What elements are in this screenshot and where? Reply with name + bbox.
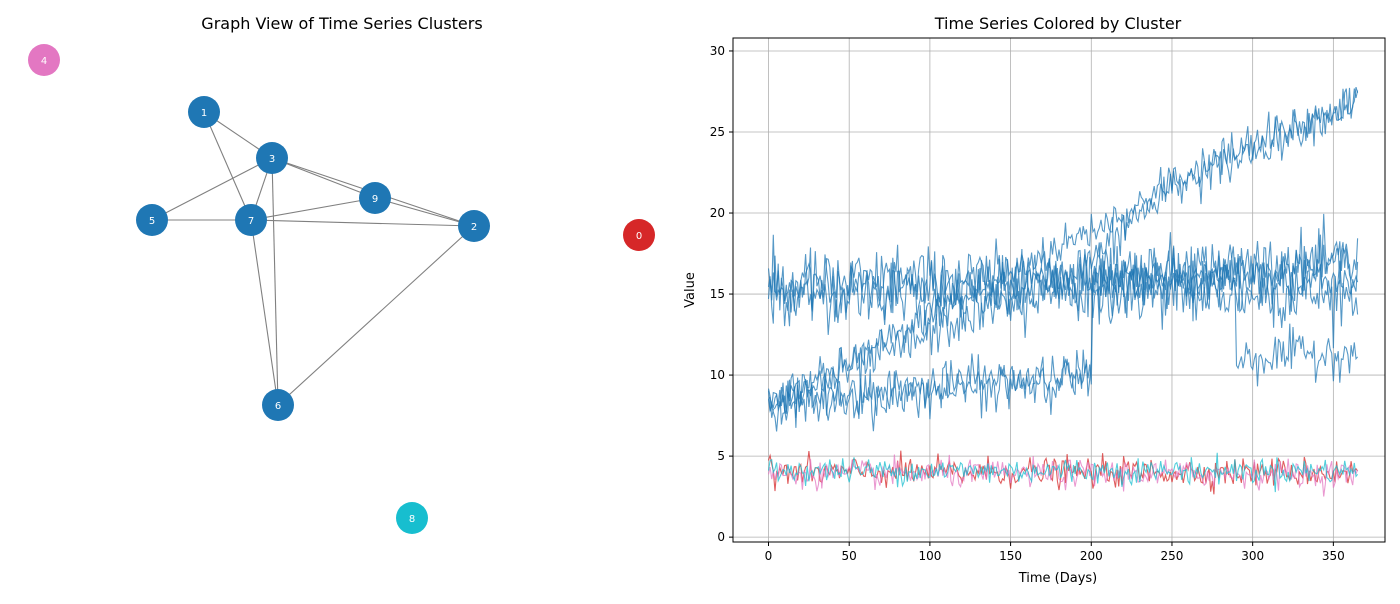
graph-node-label: 1: [201, 108, 207, 119]
series-line-8: [767, 454, 1359, 497]
x-axis-label: Time (Days): [1018, 571, 1098, 586]
plot-frame: [732, 37, 1386, 543]
x-tick-label: 50: [842, 549, 857, 563]
y-tick-label: 5: [717, 449, 725, 463]
graph-node-0: 0: [623, 219, 655, 251]
graph-edge-7-2: [250, 219, 475, 227]
x-tick-label: 200: [1080, 549, 1103, 563]
graph-node-label: 9: [372, 194, 378, 205]
graph-node-label: 4: [41, 56, 47, 67]
graph-node-label: 2: [471, 222, 477, 233]
x-tick-label: 300: [1241, 549, 1264, 563]
graph-node-label: 3: [269, 154, 275, 165]
graph-node-label: 6: [275, 401, 281, 412]
graph-node-label: 8: [409, 514, 415, 525]
graph-node-5: 5: [136, 204, 168, 236]
x-tick-label: 100: [918, 549, 941, 563]
y-axis-label: Value: [683, 272, 698, 308]
graph-edge-9-2: [374, 197, 475, 227]
graph-edge-7-9: [250, 197, 376, 221]
graph-node-circle: [458, 210, 490, 242]
graph-edge-1-7: [203, 111, 252, 221]
y-tick-label: 25: [710, 125, 725, 139]
graph-node-8: 8: [396, 502, 428, 534]
graph-edges: [151, 111, 475, 406]
y-tick-label: 0: [717, 530, 725, 544]
series-line-6: [768, 246, 1359, 432]
graph-node-1: 1: [188, 96, 220, 128]
graph-edge-3-9: [271, 157, 376, 199]
graph-edge-3-5: [151, 157, 273, 221]
graph-node-circle: [136, 204, 168, 236]
graph-node-6: 6: [262, 389, 294, 421]
x-tick-label: 0: [765, 549, 773, 563]
y-tick-label: 30: [710, 44, 725, 58]
graph-node-2: 2: [458, 210, 490, 242]
graph-node-label: 5: [149, 216, 155, 227]
graph-node-circle: [235, 204, 267, 236]
graph-nodes: 0 1 2 3 4 5 6 7 8 9: [28, 44, 655, 534]
x-tick-label: 150: [999, 549, 1022, 563]
graph-node-circle: [396, 502, 428, 534]
y-axis-ticks: 0 5 10 15 20 25 30: [710, 44, 733, 544]
x-tick-label: 250: [1161, 549, 1184, 563]
graph-node-circle: [359, 182, 391, 214]
timeseries-panel: Time Series Colored by Cluster 0 50 100 150…: [683, 14, 1386, 586]
graph-edge-7-6: [250, 219, 279, 406]
series-line-4: [767, 86, 1359, 413]
graph-node-circle: [188, 96, 220, 128]
y-tick-label: 10: [710, 368, 725, 382]
graph-node-circle: [28, 44, 60, 76]
series-line-5: [767, 234, 1359, 428]
graph-node-circle: [262, 389, 294, 421]
series-line-1: [767, 244, 1359, 338]
graph-node-3: 3: [256, 142, 288, 174]
graph-title: Graph View of Time Series Clusters: [201, 14, 482, 33]
y-tick-label: 20: [710, 206, 725, 220]
graph-node-circle: [623, 219, 655, 251]
graph-panel: Graph View of Time Series Clusters 0 1 2 3 4…: [28, 14, 655, 534]
graph-edge-3-6: [271, 157, 279, 406]
timeseries-title: Time Series Colored by Cluster: [934, 14, 1182, 33]
graph-node-7: 7: [235, 204, 267, 236]
graph-node-circle: [256, 142, 288, 174]
graph-node-label: 7: [248, 216, 254, 227]
y-tick-label: 15: [710, 287, 725, 301]
series-line-9: [767, 452, 1359, 493]
graph-node-9: 9: [359, 182, 391, 214]
series-lines: [767, 86, 1359, 497]
x-tick-label: 350: [1322, 549, 1345, 563]
graph-edge-2-6: [277, 225, 475, 406]
graph-node-label: 0: [636, 231, 642, 242]
x-axis-ticks: 0 50 100 150 200 250 300 350: [765, 542, 1345, 563]
graph-node-4: 4: [28, 44, 60, 76]
